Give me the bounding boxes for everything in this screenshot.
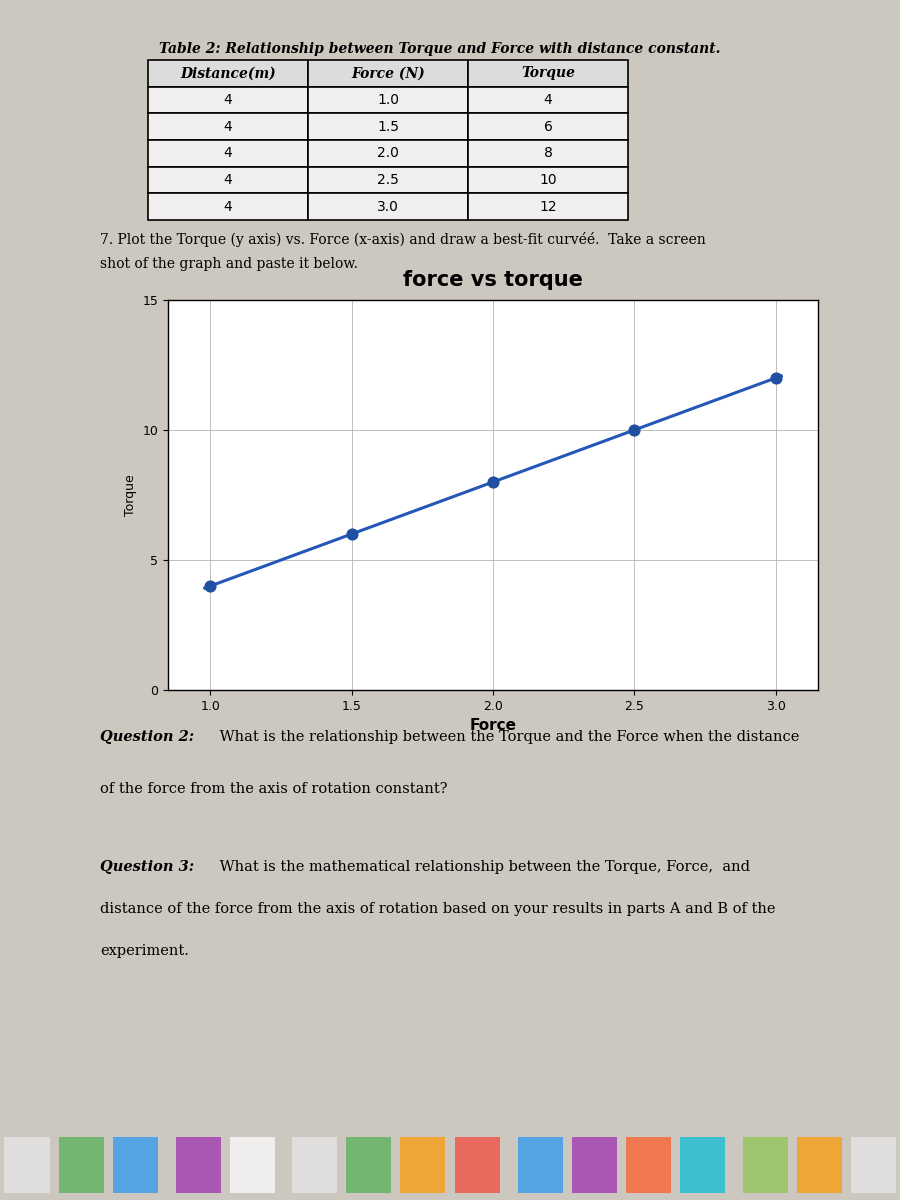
Bar <box>680 1138 724 1193</box>
Bar <box>742 1138 788 1193</box>
Bar <box>850 1138 896 1193</box>
Text: shot of the graph and paste it below.: shot of the graph and paste it below. <box>100 257 358 271</box>
Point <box>203 576 218 595</box>
Text: Question 3:: Question 3: <box>100 860 194 874</box>
Y-axis label: Torque: Torque <box>124 474 137 516</box>
Point <box>486 473 500 492</box>
Bar <box>4 1138 50 1193</box>
Bar <box>112 1138 158 1193</box>
Text: 7. Plot the Torque (y axis) vs. Force (x-axis) and draw a best-fit curvéé.  Ta: 7. Plot the Torque (y axis) vs. Force (x… <box>100 232 706 247</box>
Bar <box>230 1138 274 1193</box>
Bar <box>796 1138 842 1193</box>
Bar <box>292 1138 338 1193</box>
Bar <box>176 1138 220 1193</box>
Text: distance of the force from the axis of rotation based on your results in parts A: distance of the force from the axis of r… <box>100 902 776 916</box>
Bar <box>572 1138 616 1193</box>
Text: Question 2:: Question 2: <box>100 730 194 744</box>
X-axis label: Force: Force <box>470 719 517 733</box>
Bar <box>58 1138 104 1193</box>
Bar <box>626 1138 670 1193</box>
Text: Table 2: Relationship between Torque and Force with distance constant.: Table 2: Relationship between Torque and… <box>159 42 721 56</box>
Bar <box>454 1138 500 1193</box>
Text: experiment.: experiment. <box>100 943 189 958</box>
Point <box>769 368 783 388</box>
Bar <box>346 1138 392 1193</box>
Text: What is the mathematical relationship between the Torque, Force,  and: What is the mathematical relationship be… <box>215 860 750 874</box>
Point <box>345 524 359 544</box>
Title: force vs torque: force vs torque <box>403 270 583 290</box>
Bar <box>518 1138 562 1193</box>
Bar <box>400 1138 446 1193</box>
Text: of the force from the axis of rotation constant?: of the force from the axis of rotation c… <box>100 782 447 797</box>
Text: What is the relationship between the Torque and the Force when the distance: What is the relationship between the Tor… <box>215 730 799 744</box>
Point <box>627 420 642 439</box>
